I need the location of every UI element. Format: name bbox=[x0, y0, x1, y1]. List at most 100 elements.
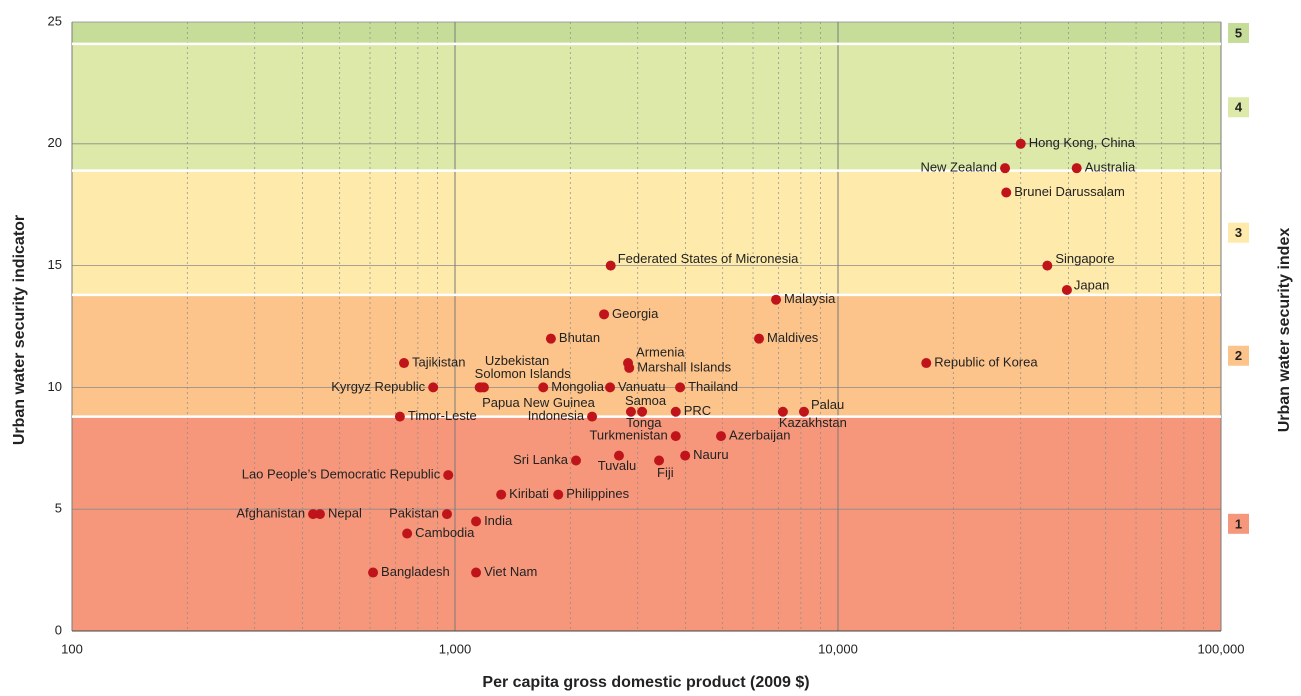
data-point bbox=[368, 567, 379, 578]
data-point bbox=[1071, 163, 1082, 174]
point-label: Australia bbox=[1085, 160, 1136, 175]
point-label: Philippines bbox=[566, 486, 629, 501]
point-label: Samoa bbox=[625, 393, 667, 408]
point-label: Vanuatu bbox=[618, 379, 665, 394]
y2-axis-title: Urban water security index bbox=[1276, 228, 1293, 433]
point-label: Brunei Darussalam bbox=[1014, 184, 1125, 199]
index-label: 2 bbox=[1235, 348, 1242, 363]
data-point bbox=[538, 382, 549, 393]
data-point bbox=[394, 411, 405, 422]
point-label: Kiribati bbox=[509, 486, 549, 501]
point-label: Palau bbox=[811, 397, 844, 412]
index-box bbox=[1228, 513, 1249, 534]
y-tick-label: 10 bbox=[48, 379, 62, 394]
data-point bbox=[402, 528, 413, 539]
point-label: Nepal bbox=[328, 506, 362, 521]
x-tick-label: 10,000 bbox=[818, 641, 858, 656]
data-point bbox=[443, 470, 454, 481]
band bbox=[72, 416, 1221, 631]
band bbox=[72, 43, 1221, 171]
point-label: Papua New Guinea bbox=[482, 395, 596, 410]
y-tick-label: 0 bbox=[55, 622, 62, 637]
data-point bbox=[471, 516, 482, 527]
y-tick-label: 15 bbox=[48, 257, 62, 272]
point-label: Sri Lanka bbox=[513, 452, 569, 467]
data-point bbox=[471, 567, 482, 578]
point-label: Malaysia bbox=[784, 291, 836, 306]
point-label: Georgia bbox=[612, 306, 659, 321]
point-label: Indonesia bbox=[528, 408, 585, 423]
point-label: Cambodia bbox=[415, 525, 475, 540]
data-point bbox=[670, 406, 681, 417]
index-label: 3 bbox=[1235, 225, 1242, 240]
data-point bbox=[654, 455, 665, 466]
index-label: 5 bbox=[1235, 25, 1242, 40]
index-box bbox=[1228, 345, 1249, 366]
data-point bbox=[637, 406, 648, 417]
point-label: Armenia bbox=[636, 344, 685, 359]
data-point bbox=[553, 489, 564, 500]
point-label: Timor-Leste bbox=[408, 408, 477, 423]
data-point bbox=[624, 362, 635, 373]
point-label: Mongolia bbox=[551, 379, 605, 394]
data-point bbox=[605, 260, 616, 271]
data-point bbox=[399, 358, 410, 369]
point-label: Marshall Islands bbox=[637, 359, 731, 374]
point-label: Singapore bbox=[1055, 251, 1114, 266]
point-label: Afghanistan bbox=[236, 506, 305, 521]
point-label: Lao People’s Democratic Republic bbox=[242, 467, 441, 482]
index-box bbox=[1228, 22, 1249, 43]
data-point bbox=[599, 309, 610, 320]
y-tick-label: 20 bbox=[48, 135, 62, 150]
data-point bbox=[1042, 260, 1053, 271]
point-label: Federated States of Micronesia bbox=[618, 251, 799, 266]
point-label: Bangladesh bbox=[381, 564, 450, 579]
data-point bbox=[675, 382, 686, 393]
point-label: New Zealand bbox=[920, 160, 997, 175]
point-label: Bhutan bbox=[559, 330, 600, 345]
point-label: Uzbekistan bbox=[485, 353, 549, 368]
data-point bbox=[545, 333, 556, 344]
data-point bbox=[587, 411, 598, 422]
index-label: 4 bbox=[1235, 100, 1243, 115]
data-point bbox=[1015, 138, 1026, 149]
point-label: Tonga bbox=[626, 415, 662, 430]
point-label: Solomon Islands bbox=[475, 366, 572, 381]
point-label: Hong Kong, China bbox=[1029, 135, 1136, 150]
band bbox=[72, 22, 1221, 44]
y-axis-title: Urban water security indicator bbox=[11, 215, 28, 445]
band bbox=[72, 170, 1221, 295]
x-tick-label: 1,000 bbox=[439, 641, 472, 656]
data-point bbox=[777, 406, 788, 417]
point-label: Fiji bbox=[657, 465, 674, 480]
data-point bbox=[1061, 284, 1072, 295]
y-tick-label: 25 bbox=[48, 13, 62, 28]
point-label: Tuvalu bbox=[598, 458, 637, 473]
point-label: Viet Nam bbox=[484, 564, 537, 579]
data-point bbox=[428, 382, 439, 393]
data-point bbox=[571, 455, 582, 466]
point-label: Maldives bbox=[767, 330, 819, 345]
data-point bbox=[476, 382, 487, 393]
index-box bbox=[1228, 222, 1249, 243]
point-label: Kazakhstan bbox=[779, 415, 847, 430]
data-point bbox=[798, 406, 809, 417]
point-label: Japan bbox=[1074, 277, 1109, 292]
y-tick-label: 5 bbox=[55, 501, 62, 516]
index-label: 1 bbox=[1235, 516, 1242, 531]
x-axis-title: Per capita gross domestic product (2009 … bbox=[482, 674, 809, 691]
point-label: Thailand bbox=[688, 379, 738, 394]
point-label: PRC bbox=[684, 403, 711, 418]
data-point bbox=[680, 450, 691, 461]
point-label: India bbox=[484, 513, 513, 528]
data-point bbox=[670, 431, 681, 442]
point-label: Pakistan bbox=[389, 506, 439, 521]
point-label: Kyrgyz Republic bbox=[331, 379, 425, 394]
data-point bbox=[921, 358, 932, 369]
data-point bbox=[314, 509, 325, 520]
point-label: Tajikistan bbox=[412, 354, 465, 369]
data-point bbox=[1001, 187, 1012, 198]
point-label: Republic of Korea bbox=[934, 354, 1038, 369]
x-tick-label: 100 bbox=[61, 641, 83, 656]
band bbox=[72, 294, 1221, 417]
